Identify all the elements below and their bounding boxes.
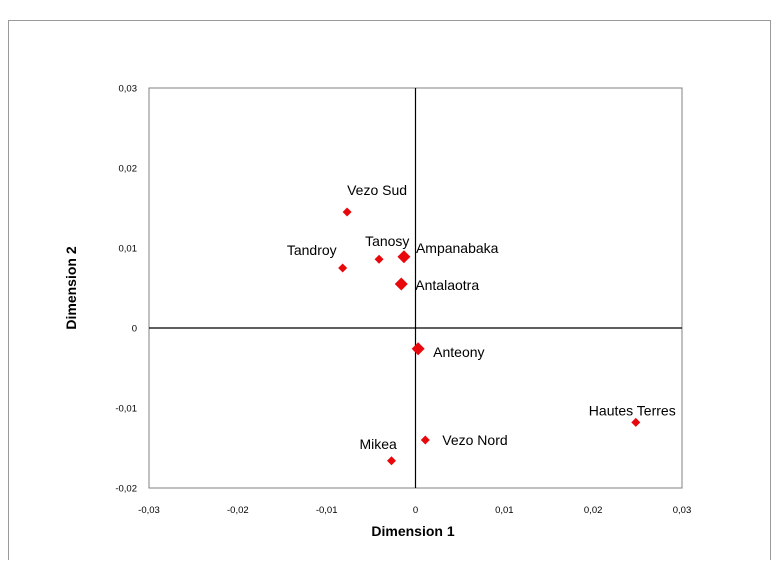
- x-tick-label: 0,02: [584, 505, 603, 516]
- x-tick-label: 0,03: [673, 505, 692, 516]
- point-label: Hautes Terres: [589, 402, 676, 418]
- x-tick-label: 0,01: [495, 505, 514, 516]
- data-point: [631, 417, 641, 427]
- x-tick-label: -0,01: [316, 505, 338, 516]
- y-axis-title: Dimension 2: [63, 246, 79, 329]
- y-tick-label: -0,01: [115, 404, 137, 415]
- point-label: Mikea: [360, 436, 398, 452]
- point-labels-layer: Vezo Sud Tanosy Tandroy Ampanabaka Antalaotr…: [287, 182, 676, 452]
- data-point: [397, 250, 411, 264]
- point-label: Vezo Nord: [442, 432, 507, 448]
- data-point: [420, 435, 430, 445]
- point-label: Anteony: [433, 344, 484, 360]
- x-tick-label: -0,02: [227, 505, 249, 516]
- chart-frame: [8, 20, 771, 560]
- x-axis-title: Dimension 1: [371, 523, 454, 539]
- y-tick-label: 0,01: [119, 244, 138, 255]
- y-tick-label: -0,02: [115, 484, 137, 495]
- point-label: Vezo Sud: [347, 182, 407, 198]
- data-point: [342, 207, 352, 217]
- ticks-layer: -0,03 -0,02 -0,01 0 0,01 0,02 0,03-0,02-0,0100…: [115, 84, 691, 517]
- point-label: Tandroy: [287, 242, 337, 258]
- x-tick-label: 0: [413, 505, 418, 516]
- data-point: [411, 342, 425, 356]
- data-point: [394, 277, 408, 291]
- y-tick-label: 0,03: [119, 84, 138, 95]
- point-label: Tanosy: [365, 233, 409, 249]
- point-label: Antalaotra: [415, 277, 479, 293]
- y-tick-label: 0,02: [119, 164, 138, 175]
- data-point: [338, 263, 348, 273]
- x-tick-label: -0,03: [138, 505, 160, 516]
- points-layer: [338, 207, 641, 466]
- data-point: [374, 254, 384, 264]
- point-label: Ampanabaka: [416, 240, 499, 256]
- y-tick-label: 0: [132, 324, 137, 335]
- zero-axes: [149, 88, 682, 488]
- data-point: [387, 456, 397, 466]
